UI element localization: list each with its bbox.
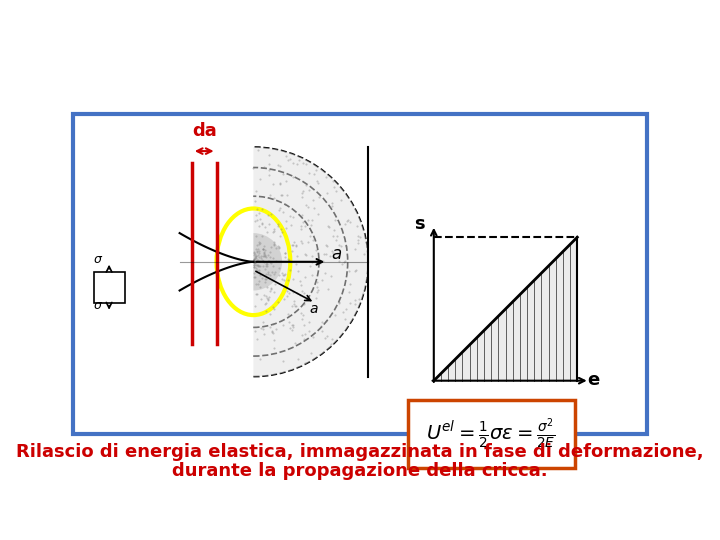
Text: σ: σ (94, 299, 102, 312)
Text: σ: σ (94, 253, 102, 266)
Text: Rilascio di energia elastica, immagazzinata in fase di deformazione,: Rilascio di energia elastica, immagazzin… (16, 443, 704, 461)
Wedge shape (253, 233, 282, 291)
FancyBboxPatch shape (73, 114, 647, 434)
Text: da: da (192, 123, 217, 140)
FancyBboxPatch shape (408, 400, 575, 468)
Polygon shape (433, 237, 577, 381)
Wedge shape (253, 147, 368, 376)
Text: a: a (331, 245, 341, 262)
Text: durante la propagazione della cricca.: durante la propagazione della cricca. (172, 462, 548, 480)
Text: $U^{el} = \frac{1}{2}\sigma\varepsilon = \frac{\sigma^2}{2E}$: $U^{el} = \frac{1}{2}\sigma\varepsilon =… (426, 417, 556, 451)
Text: s: s (414, 215, 424, 233)
Text: e: e (588, 371, 600, 389)
Text: a: a (309, 302, 318, 316)
Bar (94, 272, 125, 303)
